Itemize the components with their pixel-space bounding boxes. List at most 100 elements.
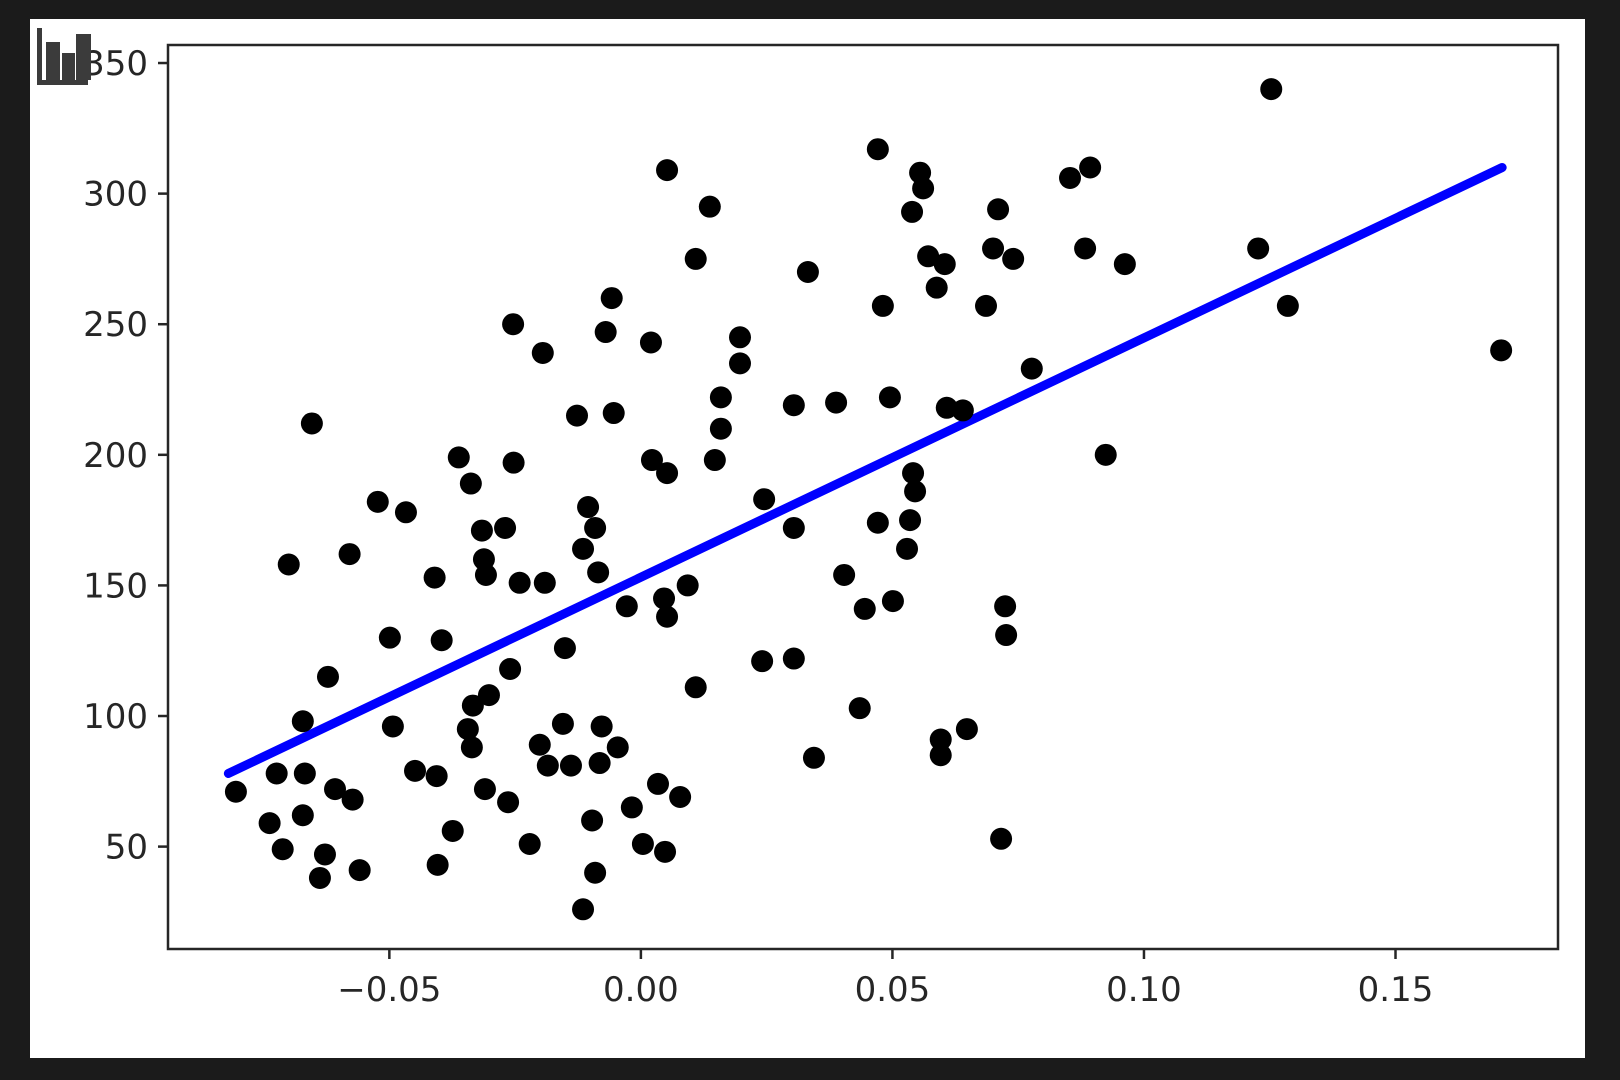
scatter-point xyxy=(933,253,956,276)
scatter-point xyxy=(553,637,576,660)
scatter-point xyxy=(929,728,952,751)
scatter-point xyxy=(684,247,707,270)
scatter-point xyxy=(1079,156,1102,179)
scatter-point xyxy=(825,391,848,414)
scatter-point xyxy=(581,809,604,832)
scatter-point xyxy=(477,684,500,707)
scatter-point xyxy=(684,676,707,699)
scatter-point xyxy=(381,715,404,738)
scatter-point xyxy=(338,543,361,566)
scatter-point xyxy=(615,595,638,618)
scatter-point xyxy=(291,804,314,827)
scatter-point xyxy=(653,587,676,610)
bar-chart-icon-bar xyxy=(46,42,60,80)
scatter-point xyxy=(631,832,654,855)
scatter-point xyxy=(1059,166,1082,189)
scatter-point xyxy=(703,449,726,472)
scatter-point xyxy=(751,650,774,673)
scatter-point xyxy=(588,752,611,775)
scatter-point xyxy=(848,697,871,720)
scatter-point xyxy=(871,294,894,317)
scatter-point xyxy=(990,827,1013,850)
scatter-point xyxy=(602,402,625,425)
scatter-point xyxy=(293,762,316,785)
scatter-point xyxy=(782,647,805,670)
scatter-point xyxy=(982,237,1005,260)
scatter-point xyxy=(1113,253,1136,276)
bar-chart-icon-bar xyxy=(62,53,75,80)
scatter-point xyxy=(265,762,288,785)
scatter-point xyxy=(917,245,940,268)
scatter-point xyxy=(796,260,819,283)
scatter-point xyxy=(456,718,479,741)
scatter-point xyxy=(430,629,453,652)
scatter-point xyxy=(366,490,389,513)
scatter-point xyxy=(833,563,856,586)
scatter-point xyxy=(590,715,613,738)
scatter-point xyxy=(853,597,876,620)
scatter-point xyxy=(902,462,925,485)
scatter-point xyxy=(866,138,889,161)
scatter-point xyxy=(394,501,417,524)
scatter-point xyxy=(1020,357,1043,380)
scatter-point xyxy=(459,472,482,495)
y-tick-label: 100 xyxy=(83,697,148,737)
scatter-point xyxy=(782,516,805,539)
scatter-point xyxy=(528,733,551,756)
scatter-point xyxy=(881,590,904,613)
scatter-point xyxy=(606,736,629,759)
scatter-point xyxy=(324,778,347,801)
x-tick-label: −0.05 xyxy=(337,970,441,1010)
scatter-point xyxy=(423,566,446,589)
scatter-point xyxy=(995,624,1018,647)
scatter-point xyxy=(277,553,300,576)
scatter-point xyxy=(728,326,751,349)
scatter-point xyxy=(782,394,805,417)
scatter-point xyxy=(620,796,643,819)
scatter-point xyxy=(461,694,484,717)
matplotlib-figure: −0.05 0.00 0.05 0.10 0.15 50 100 150 200 250 300 35… xyxy=(30,19,1585,1058)
x-tick-label: 0.00 xyxy=(603,970,679,1010)
scatter-point xyxy=(587,561,610,584)
scatter-point xyxy=(536,754,559,777)
scatter-point xyxy=(1074,237,1097,260)
scatter-point xyxy=(994,595,1017,618)
scatter-point xyxy=(316,665,339,688)
scatter-point xyxy=(258,812,281,835)
scatter-point xyxy=(502,451,525,474)
scatter-point xyxy=(518,832,541,855)
regression-line xyxy=(223,163,1507,778)
scatter-point xyxy=(378,626,401,649)
scatter-point xyxy=(441,819,464,842)
scatter-point xyxy=(955,718,978,741)
y-tick-label: 50 xyxy=(105,828,148,868)
scatter-point xyxy=(460,736,483,759)
axes-frame xyxy=(166,43,1560,951)
scatter-point xyxy=(951,399,974,422)
scatter-point xyxy=(348,859,371,882)
scatter-point xyxy=(291,710,314,733)
scatter-point xyxy=(1490,339,1513,362)
scatter-point xyxy=(497,791,520,814)
scatter-point xyxy=(698,195,721,218)
scatter-point xyxy=(308,866,331,889)
x-tick-label: 0.15 xyxy=(1358,970,1434,1010)
scatter-point xyxy=(224,780,247,803)
scatter-point xyxy=(904,480,927,503)
scatter-point xyxy=(878,386,901,409)
scatter-point xyxy=(646,772,669,795)
scatter-point xyxy=(474,563,497,586)
scatter-point xyxy=(640,449,663,472)
scatter-point xyxy=(447,446,470,469)
scatter-point xyxy=(866,511,889,534)
scatter-point xyxy=(709,417,732,440)
x-tick-label: 0.10 xyxy=(1106,970,1182,1010)
scatter-point xyxy=(584,516,607,539)
scatter-point xyxy=(987,198,1010,221)
scatter-point xyxy=(584,861,607,884)
scatter-point xyxy=(669,785,692,808)
y-tick-label: 250 xyxy=(83,305,148,345)
scatter-point xyxy=(925,276,948,299)
scatter-point xyxy=(559,754,582,777)
